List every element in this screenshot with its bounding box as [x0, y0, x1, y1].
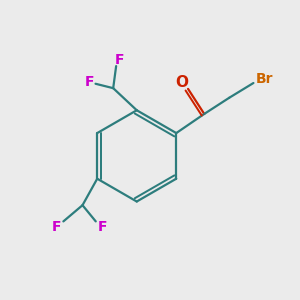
Text: F: F	[52, 220, 62, 234]
Text: F: F	[84, 75, 94, 89]
Text: Br: Br	[256, 73, 273, 86]
Text: F: F	[98, 220, 107, 234]
Text: F: F	[114, 52, 124, 67]
Text: O: O	[175, 75, 188, 90]
